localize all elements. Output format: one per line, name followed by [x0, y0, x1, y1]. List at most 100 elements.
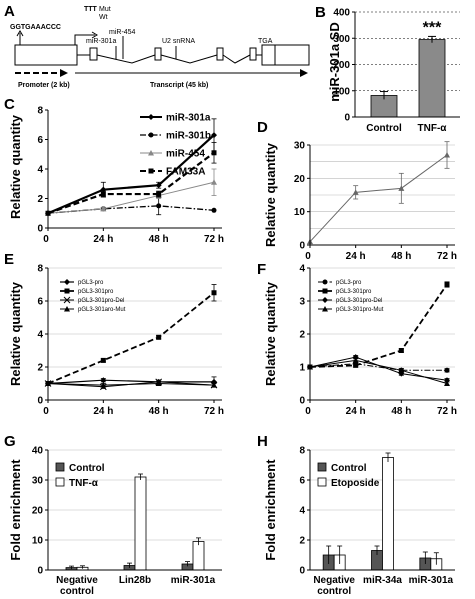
transcript-label: Transcript (45 kb) [150, 82, 208, 89]
series-line [47, 379, 214, 385]
data-point [444, 282, 450, 287]
x-tick-label: 72 h [437, 406, 457, 417]
mir454-label: miR-454 [109, 29, 136, 36]
y-axis-label: Relative quantity [263, 281, 278, 386]
legend-marker [148, 114, 154, 120]
legend-swatch [317, 477, 327, 487]
intron-2 [160, 54, 218, 64]
legend-label: Control [69, 463, 105, 474]
data-point [211, 179, 217, 185]
x-tick-label: 48 h [391, 406, 411, 417]
legend-marker [148, 168, 154, 174]
y-tick-label: 300 [333, 34, 350, 45]
data-point [353, 362, 359, 368]
data-point [444, 152, 450, 158]
legend-marker [322, 288, 328, 294]
x-tick-label: 24 h [346, 251, 366, 262]
legend-label: pGL3-301pro [78, 289, 114, 295]
mir301a-label: miR-301a [86, 38, 116, 45]
data-point [155, 182, 162, 189]
x-category-label: Lin28b [119, 575, 151, 586]
y-tick-label: 3 [299, 297, 305, 308]
x-category-label: Negative [56, 575, 98, 586]
legend-marker [64, 306, 70, 312]
x-category-label: miR-34a [363, 575, 402, 586]
x-tick-label: 0 [43, 234, 49, 245]
series-line [309, 154, 448, 243]
series-line [47, 292, 215, 385]
y-tick-label: 200 [333, 60, 350, 71]
x-tick-label: 24 h [93, 406, 113, 417]
bar [134, 476, 147, 571]
data-point [100, 377, 107, 384]
wt-label: Wt [99, 14, 108, 21]
legend-marker [148, 132, 154, 138]
x-tick-label: 0 [43, 406, 49, 417]
x-tick-label: 72 h [204, 234, 224, 245]
x-category-label: miR-301a [171, 575, 216, 586]
y-tick-label: 0 [37, 566, 43, 577]
y-tick-label: 4 [37, 330, 43, 341]
x-category-label: control [60, 586, 94, 597]
y-tick-label: 4 [299, 506, 305, 517]
data-point [211, 290, 217, 296]
y-tick-label: 4 [299, 264, 305, 275]
y-axis-label: Relative quantity [8, 281, 23, 386]
x-tick-label: 48 h [391, 251, 411, 262]
panel-label-g: G [4, 433, 16, 450]
x-tick-label: 48 h [149, 234, 169, 245]
legend-label: miR-301b [166, 131, 211, 142]
chart-d: 0 10 20 30 Relative quantity 0 24 h 48 h 72 h [263, 141, 457, 263]
series-line [47, 205, 215, 214]
y-tick-label: 6 [37, 135, 43, 146]
x-category-label: control [317, 586, 351, 597]
data-point [155, 380, 162, 386]
u2-snrna-label: U2 snRNA [162, 38, 195, 45]
data-point [398, 185, 405, 191]
legend-label: pGL3-pro [78, 280, 104, 286]
y-tick-label: 0 [299, 241, 305, 252]
series-line [309, 356, 448, 381]
legend-label: miR-454 [166, 149, 205, 160]
chart-b: Control TNF-α *** 0 100 200 300 400 miR-301a SD [327, 8, 460, 134]
y-tick-label: 0 [37, 224, 43, 235]
y-tick-label: 2 [37, 194, 43, 205]
legend-label: pGL3-301pro-Mut [336, 307, 384, 313]
y-axis-label: miR-301a SD [327, 22, 342, 101]
tss-arrow [74, 34, 95, 45]
mut-label: Mut [99, 6, 111, 13]
x-tick-label: 0 [305, 406, 311, 417]
promoter-arrowhead-icon [60, 69, 68, 77]
legend-marker [322, 279, 328, 285]
intron-1 [96, 54, 156, 64]
legend-marker [63, 296, 71, 304]
y-axis-label: Relative quantity [263, 142, 278, 247]
data-point [398, 367, 405, 373]
series-line [47, 134, 215, 215]
chart-c: 0 2 4 6 8 Relative quantity 0 24 h 48 h 72 h miR-3… [8, 106, 224, 246]
legend-label: FAM33A [166, 167, 205, 178]
y-tick-label: 0 [37, 396, 43, 407]
legend-label: miR-301a [166, 113, 211, 124]
exon-5 [249, 47, 257, 61]
y-tick-label: 8 [37, 264, 43, 275]
y-axis-label: Fold enrichment [263, 459, 278, 561]
gene-diagram: TTT Mut Wt GGTGAAACCC miR-301a miR-454 U… [10, 6, 310, 89]
series-line [47, 181, 215, 214]
y-tick-label: 1 [299, 363, 305, 374]
y-tick-label: 2 [299, 536, 305, 547]
chart-f: 0 1 2 3 4 Relative quantity 0 24 h 48 h 72 h pGL3-… [263, 264, 457, 418]
x-tick-label: 48 h [149, 406, 169, 417]
series-line [47, 382, 215, 386]
y-tick-label: 20 [32, 506, 44, 517]
data-point [100, 205, 107, 212]
exon-3 [154, 47, 162, 61]
y-tick-label: 0 [299, 396, 305, 407]
legend-label: Etoposide [331, 478, 380, 489]
legend-marker [148, 150, 154, 156]
chart-e: 0 2 4 6 8 Relative quantity 0 24 h 48 h 72 h pGL3-… [8, 264, 224, 418]
x-category-label: miR-301a [409, 575, 454, 586]
y-tick-label: 0 [299, 566, 305, 577]
